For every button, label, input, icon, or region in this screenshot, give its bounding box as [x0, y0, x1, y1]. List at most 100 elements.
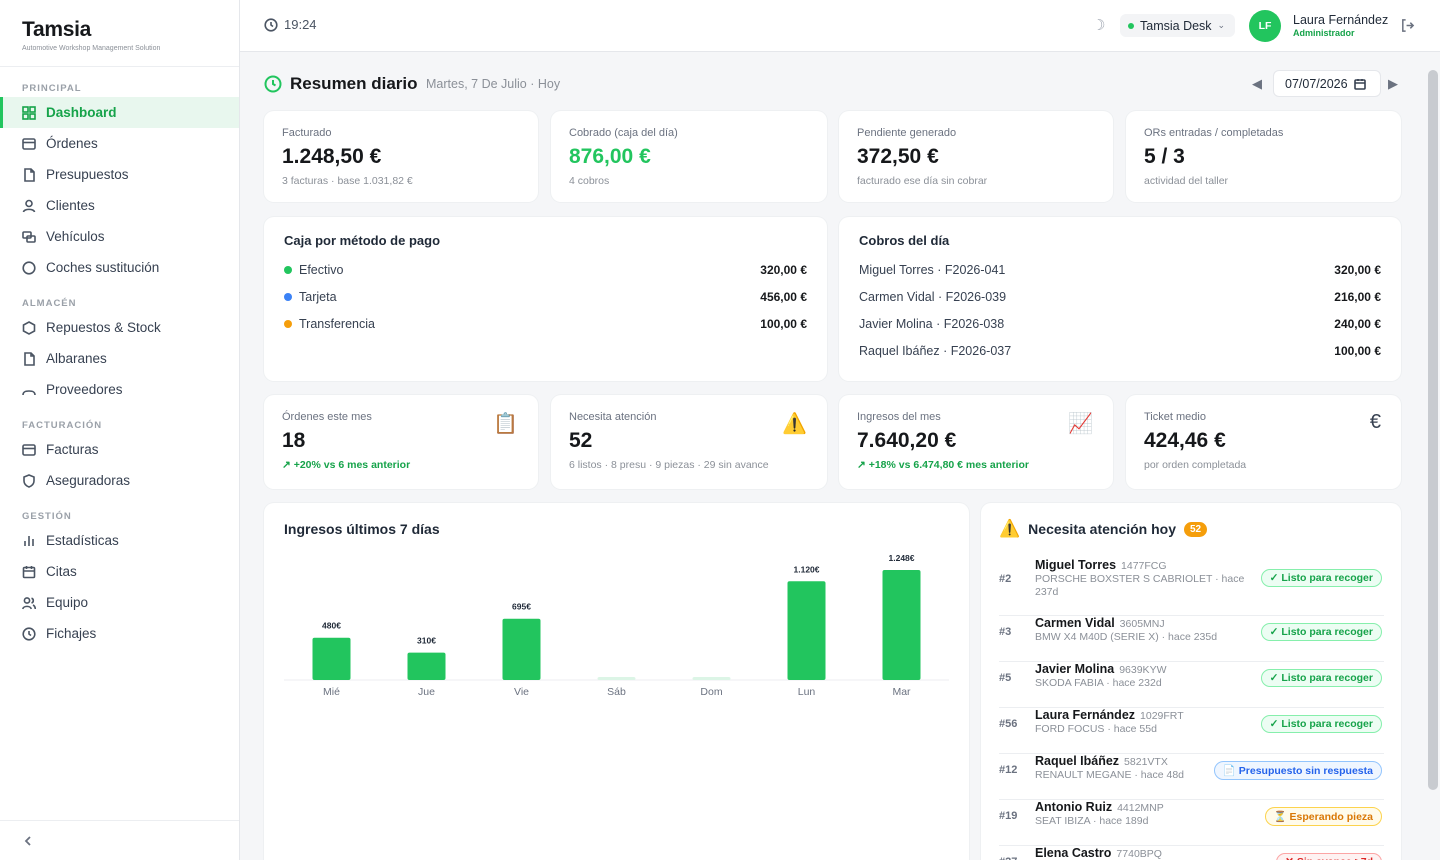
next-day-button[interactable]: ▶	[1388, 76, 1398, 91]
bar-data-label: 1.120€	[794, 564, 820, 574]
sidebar-item-estadisticas[interactable]: Estadísticas	[0, 525, 239, 556]
payment-method-label: Transferencia	[299, 317, 375, 331]
box-icon	[22, 320, 36, 335]
license-plate: 3605MNJ	[1119, 618, 1165, 630]
payment-method-amount: 320,00 €	[760, 263, 807, 277]
sidebar-item-vehiculos[interactable]: Vehículos	[0, 221, 239, 252]
user-name: Laura Fernández	[1293, 13, 1389, 27]
logout-button[interactable]	[1400, 18, 1415, 36]
bar-6[interactable]	[882, 570, 921, 680]
collapse-sidebar-button[interactable]	[0, 820, 239, 860]
bar-0[interactable]	[312, 637, 351, 680]
attention-item[interactable]: #2 Miguel Torres 1477FCG PORSCHE BOXSTER S …	[999, 558, 1384, 616]
calendar-icon	[22, 565, 36, 579]
customer-name-text: Miguel Torres	[1035, 558, 1117, 572]
sidebar-item-presupuestos[interactable]: Presupuestos	[0, 159, 239, 190]
status-badge: 📄 Presupuesto sin respuesta	[1213, 761, 1382, 780]
kpi-value: 7.640,20 €	[857, 429, 957, 452]
clock-icon	[22, 626, 36, 641]
clock-icon	[264, 75, 282, 93]
collection-amount: 100,00 €	[1334, 344, 1381, 358]
bar-5[interactable]	[787, 581, 826, 680]
collection-amount: 320,00 €	[1334, 263, 1381, 277]
collection-label: Carmen Vidal · F2026-039	[859, 290, 1007, 304]
customer-name-text: Laura Fernández	[1035, 708, 1136, 722]
sidebar-item-citas[interactable]: Citas	[0, 556, 239, 587]
bar-2[interactable]	[502, 618, 541, 680]
sidebar-item-aseguradoras[interactable]: Aseguradoras	[0, 465, 239, 496]
kpi-card: Facturado 1.248,50 € 3 facturas · base 1.0…	[264, 111, 538, 202]
nav-section-title: PRINCIPAL	[22, 83, 82, 94]
calendar-icon	[1353, 78, 1366, 90]
kpi-value: 372,50 €	[857, 145, 939, 168]
chevron-left-icon	[24, 835, 31, 846]
kpi-value: 876,00 €	[569, 145, 651, 168]
attention-item[interactable]: #19 Antonio Ruiz 4412MNP SEAT IBIZA · hace …	[999, 800, 1384, 846]
kpi-sub: 6 listos · 8 presu · 9 piezas · 29 sin a…	[569, 459, 769, 471]
kpi-label: Facturado	[282, 127, 332, 139]
page-header: Resumen diario Martes, 7 De Julio · Hoy …	[264, 70, 1402, 98]
sidebar-item-label: Equipo	[46, 595, 89, 610]
page-scrollbar[interactable]	[1428, 70, 1438, 790]
sidebar-item-label: Estadísticas	[46, 533, 119, 548]
collection-row[interactable]: Carmen Vidal · F2026-039 216,00 €	[859, 287, 1381, 307]
document-icon	[22, 167, 36, 182]
moon-icon[interactable]: ☽	[1092, 17, 1106, 34]
sidebar-item-fichajes[interactable]: Fichajes	[0, 618, 239, 649]
sidebar: Tamsia Automotive Workshop Management So…	[0, 0, 240, 860]
workspace-selector[interactable]: Tamsia Desk ⌄	[1120, 14, 1236, 37]
kpi-value: 52	[569, 429, 593, 452]
collection-amount: 216,00 €	[1334, 290, 1381, 304]
card-icon	[22, 443, 36, 457]
attention-item[interactable]: #5 Javier Molina 9639KYW SKODA FABIA · hace…	[999, 662, 1384, 708]
collection-row[interactable]: Javier Molina · F2026-038 240,00 €	[859, 314, 1381, 334]
attention-item[interactable]: #56 Laura Fernández 1029FRT FORD FOCUS · ha…	[999, 708, 1384, 754]
sidebar-item-ordenes[interactable]: Órdenes	[0, 128, 239, 159]
sidebar-item-albaranes[interactable]: Albaranes	[0, 343, 239, 374]
sidebar-nav: PRINCIPAL Dashboard Órdenes Presupuestos Cli…	[0, 67, 239, 649]
license-plate: 7740BPQ	[1116, 848, 1162, 860]
payment-method-label: Efectivo	[299, 263, 344, 277]
kpi-value: 424,46 €	[1144, 429, 1226, 452]
collection-label: Raquel Ibáñez · F2026-037	[859, 344, 1012, 358]
collection-row[interactable]: Miguel Torres · F2026-041 320,00 €	[859, 260, 1381, 280]
sidebar-item-equipo[interactable]: Equipo	[0, 587, 239, 618]
bar-data-label: 1.248€	[889, 553, 915, 563]
nav-section-title: GESTIÓN	[22, 511, 72, 522]
grid-icon	[22, 105, 36, 120]
status-badge: ✓ Listo para recoger	[1260, 569, 1382, 587]
status-badge: ✓ Listo para recoger	[1260, 669, 1382, 687]
sidebar-item-label: Fichajes	[46, 626, 97, 641]
collection-row[interactable]: Raquel Ibáñez · F2026-037 100,00 €	[859, 341, 1381, 361]
order-number: #19	[999, 810, 1018, 822]
sidebar-item-proveedores[interactable]: Proveedores	[0, 374, 239, 405]
collections-card: Cobros del día Miguel Torres · F2026-041…	[839, 217, 1401, 381]
sidebar-item-facturas[interactable]: Facturas	[0, 434, 239, 465]
euro-icon: €	[1369, 411, 1381, 433]
attention-card: ⚠️ Necesita atención hoy 52 #2 Miguel Tor…	[981, 503, 1401, 860]
date-picker[interactable]: 07/07/2026	[1273, 70, 1381, 97]
kpi-card: Cobrado (caja del día) 876,00 € 4 cobros	[551, 111, 827, 202]
sidebar-item-label: Vehículos	[46, 229, 105, 244]
bar-1[interactable]	[407, 652, 446, 680]
kpi-card: Ticket medio 424,46 € por orden completada…	[1126, 395, 1401, 489]
kpi-card: Necesita atención 52 6 listos · 8 presu · …	[551, 395, 827, 489]
attention-item[interactable]: #27 Elena Castro 7740BPQ ✕ Sin avance >7d	[999, 846, 1384, 860]
brand-name: Tamsia	[22, 18, 92, 41]
bar-4[interactable]	[692, 677, 731, 680]
sidebar-item-dashboard[interactable]: Dashboard	[0, 97, 239, 128]
prev-day-button[interactable]: ◀	[1252, 76, 1262, 91]
sidebar-item-label: Albaranes	[46, 351, 107, 366]
sidebar-item-clientes[interactable]: Clientes	[0, 190, 239, 221]
avatar[interactable]: LF	[1249, 10, 1281, 42]
attention-item[interactable]: #3 Carmen Vidal 3605MNJ BMW X4 M40D (SERIE …	[999, 616, 1384, 662]
payment-method-amount: 456,00 €	[760, 290, 807, 304]
attention-item[interactable]: #12 Raquel Ibáñez 5821VTX RENAULT MEGANE · …	[999, 754, 1384, 800]
sidebar-item-coches-sustitucion[interactable]: Coches sustitución	[0, 252, 239, 283]
chevron-down-icon: ⌄	[1217, 20, 1226, 30]
kpi-card: ORs entradas / completadas 5 / 3 actividad…	[1126, 111, 1401, 202]
warning-icon: ⚠️	[999, 519, 1021, 538]
bar-data-label: 310€	[417, 636, 436, 646]
bar-3[interactable]	[597, 677, 636, 680]
sidebar-item-repuestos-stock[interactable]: Repuestos & Stock	[0, 312, 239, 343]
